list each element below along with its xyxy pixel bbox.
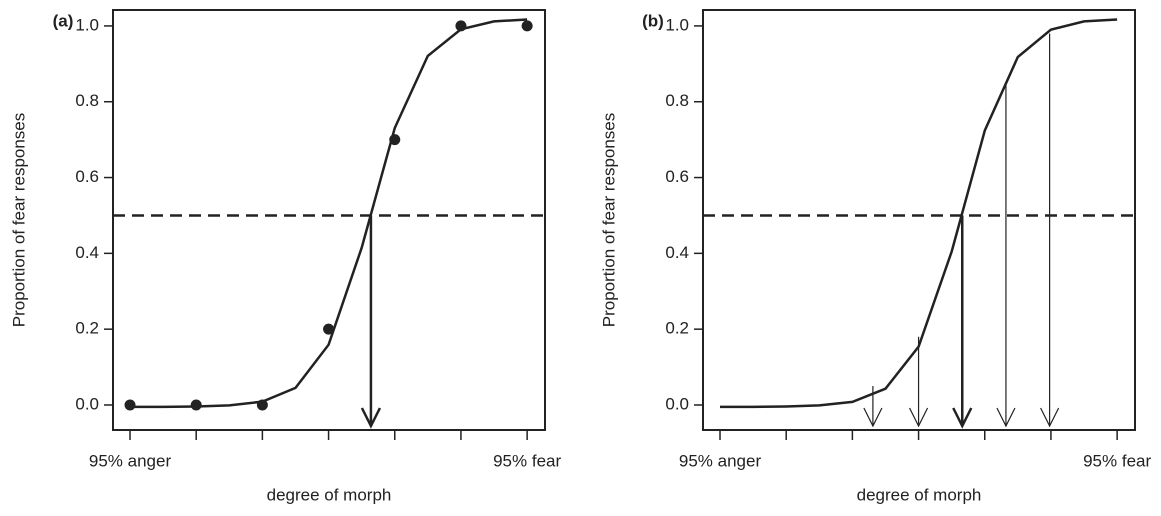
y-tick-label: 0.6 [75,167,99,186]
y-axis-label: Proportion of fear responses [599,113,618,328]
data-point [323,323,335,335]
arrow-head [996,407,1016,428]
arrow-head [952,407,973,429]
y-tick-label: 0.8 [75,91,99,110]
y-tick-label: 0.0 [75,394,99,413]
y-tick-label: 0.4 [665,243,689,262]
panel-label: (b) [642,11,664,30]
y-tick-label: 0.6 [665,167,689,186]
data-point [521,20,533,32]
data-point [190,399,202,411]
arrow-head [863,407,883,428]
arrow-head [909,407,929,428]
x-axis-label: degree of morph [267,485,392,504]
plot-frame [112,9,546,431]
data-point [256,399,268,411]
data-point [124,399,136,411]
arrow-head [1040,407,1060,428]
panel-label: (a) [53,11,74,30]
data-point [455,20,467,32]
y-tick-label: 1.0 [665,15,689,34]
x-axis-label: degree of morph [857,485,982,504]
data-point [389,134,401,146]
y-tick-label: 0.0 [665,394,689,413]
x-tick-label: 95% fear [1083,451,1151,470]
y-tick-label: 0.4 [75,243,99,262]
x-tick-label: 95% anger [89,451,172,470]
y-tick-label: 0.8 [665,91,689,110]
x-tick-label: 95% fear [493,451,561,470]
arrow-head [360,407,382,429]
fitted-curve [130,18,528,409]
x-tick-label: 95% anger [679,451,762,470]
y-tick-label: 1.0 [75,15,99,34]
y-tick-label: 0.2 [665,319,689,338]
y-tick-label: 0.2 [75,319,99,338]
y-axis-label: Proportion of fear responses [9,113,28,328]
